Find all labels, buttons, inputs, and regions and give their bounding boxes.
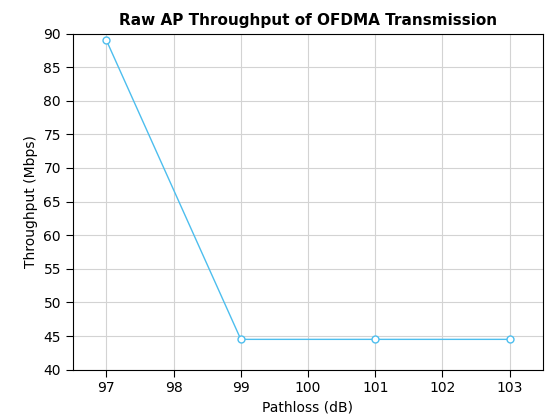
Title: Raw AP Throughput of OFDMA Transmission: Raw AP Throughput of OFDMA Transmission: [119, 13, 497, 28]
Y-axis label: Throughput (Mbps): Throughput (Mbps): [24, 135, 38, 268]
X-axis label: Pathloss (dB): Pathloss (dB): [263, 401, 353, 415]
